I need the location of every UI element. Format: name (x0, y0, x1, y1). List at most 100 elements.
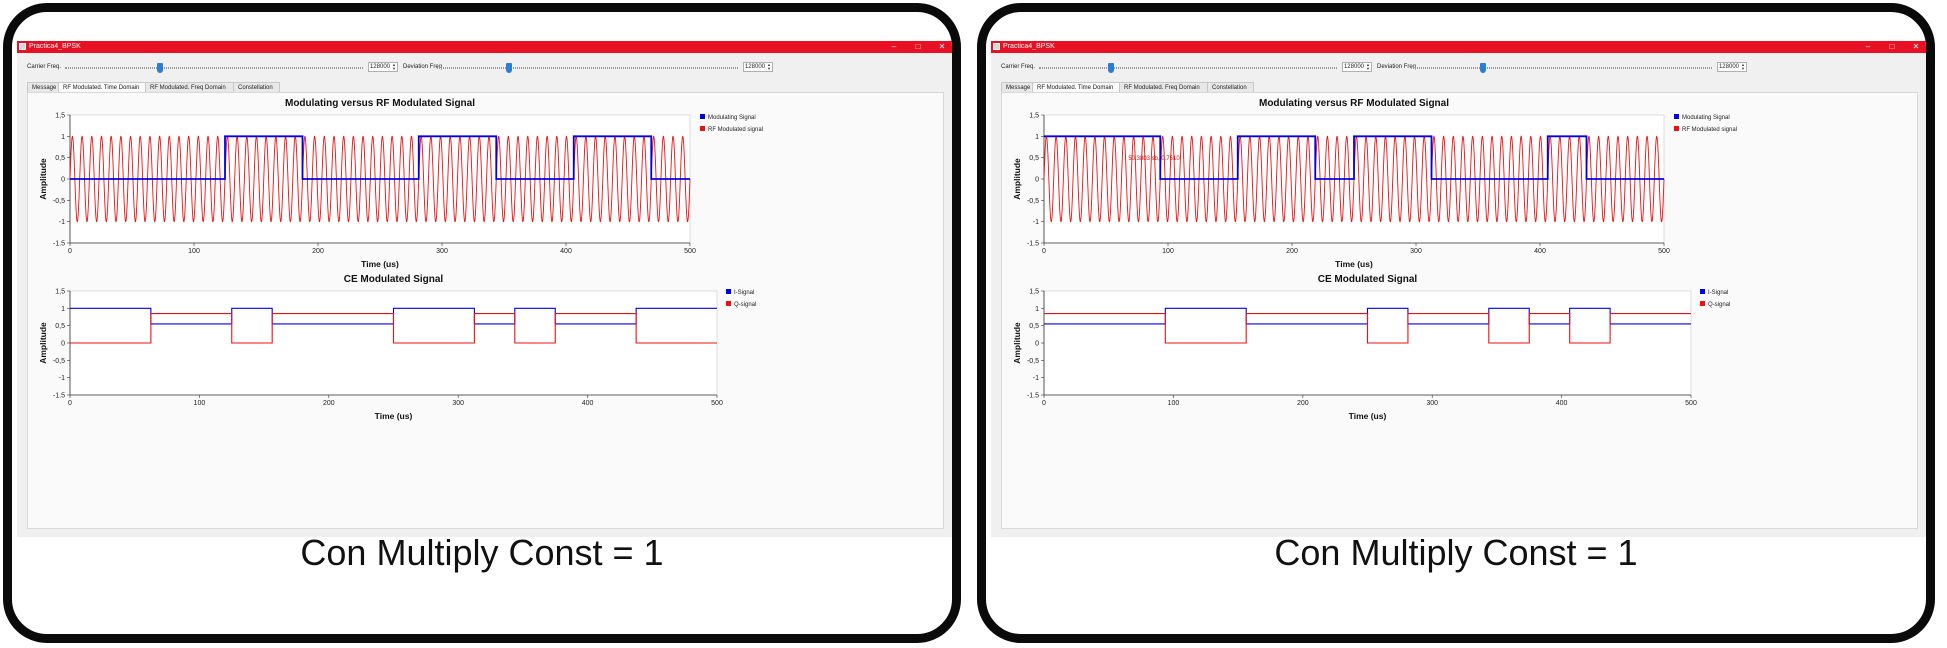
tab-content: Modulating versus RF Modulated Signal 1,5… (1001, 92, 1918, 529)
y-tick-label: 1,5 (1029, 289, 1039, 296)
controls-row: Carrier Freq. 128000 ▲ ▼ Deviation Freq 12… (991, 61, 1926, 75)
deviation-freq-spinbox[interactable]: 128000 ▲ ▼ (1717, 62, 1747, 72)
x-tick-label: 400 (560, 248, 572, 255)
x-tick-label: 300 (1410, 248, 1422, 255)
legend-swatch (1674, 126, 1679, 131)
chart-title: CE Modulated Signal (344, 274, 444, 285)
app-window: Practica4_BPSK – □ ✕ Carrier Freq. 12800… (991, 41, 1926, 537)
carrier-freq-spinbox[interactable]: 128000 ▲ ▼ (1342, 62, 1372, 72)
y-tick-label: -0,5 (53, 358, 65, 365)
panel-left: Practica4_BPSK – □ ✕ Carrier Freq. 12800… (3, 3, 961, 643)
window-title: Practica4_BPSK (1003, 43, 1055, 50)
x-tick-label: 400 (1556, 400, 1568, 407)
y-tick-label: 1,5 (55, 289, 65, 296)
spin-arrows-icon[interactable]: ▲ ▼ (767, 62, 771, 71)
carrier-freq-slider[interactable] (1039, 63, 1337, 73)
maximize-button[interactable]: □ (1889, 42, 1895, 51)
legend-swatch (1700, 289, 1705, 294)
chart-title: CE Modulated Signal (1318, 274, 1418, 285)
carrier-freq-slider[interactable] (65, 63, 363, 73)
y-tick-label: 1,5 (1029, 113, 1039, 120)
tab-content: Modulating versus RF Modulated Signal 1,5… (27, 92, 944, 529)
y-tick-label: -0,5 (1027, 198, 1039, 205)
legend-swatch (700, 114, 705, 119)
x-tick-label: 200 (1286, 248, 1298, 255)
tab-rf-time-domain[interactable]: RF Modulated. Time Domain (1032, 82, 1120, 92)
tab-message[interactable]: Message (1001, 82, 1033, 92)
y-tick-label: -1 (59, 375, 65, 382)
tab-constellation[interactable]: Constellation (233, 82, 280, 92)
carrier-freq-label: Carrier Freq. (1001, 64, 1036, 70)
controls-row: Carrier Freq. 128000 ▲ ▼ Deviation Freq 12… (17, 61, 952, 75)
caption: Con Multiply Const = 1 (1274, 532, 1638, 573)
legend-entry: RF Modulated signal (708, 127, 763, 133)
tab-rf-time-domain[interactable]: RF Modulated. Time Domain (58, 82, 146, 92)
tab-constellation[interactable]: Constellation (1207, 82, 1254, 92)
tab-rf-freq-domain[interactable]: RF Modulated. Freq Domain (1119, 82, 1208, 92)
deviation-freq-spinbox[interactable]: 128000 ▲ ▼ (743, 62, 773, 72)
close-button[interactable]: ✕ (1912, 42, 1920, 51)
spin-arrows-icon[interactable]: ▲ ▼ (1366, 62, 1370, 71)
y-axis-label: Amplitude (1012, 322, 1022, 364)
carrier-freq-value: 128000 (1343, 64, 1364, 70)
x-axis-label: Time (us) (361, 259, 399, 269)
y-tick-label: 0 (1035, 177, 1039, 184)
deviation-freq-slider-handle[interactable] (1480, 63, 1487, 73)
carrier-freq-slider-handle[interactable] (1107, 63, 1114, 73)
legend-entry: Q-signal (734, 302, 756, 308)
carrier-freq-label: Carrier Freq. (27, 64, 62, 70)
series-line-q-signal (70, 312, 717, 344)
legend-entry: I-Signal (1708, 290, 1728, 296)
y-axis-label: Amplitude (38, 158, 48, 200)
y-tick-label: 1 (61, 134, 65, 141)
title-bar: Practica4_BPSK – □ ✕ (991, 41, 1926, 53)
caption: Con Multiply Const = 1 (300, 532, 664, 573)
y-tick-label: -0,5 (53, 198, 65, 205)
y-tick-label: 0,5 (55, 323, 65, 330)
minimize-button[interactable]: – (1865, 42, 1871, 51)
y-tick-label: 0 (61, 177, 65, 184)
y-tick-label: -1.5 (53, 241, 65, 248)
y-tick-label: -1.5 (1027, 393, 1039, 400)
carrier-freq-slider-handle[interactable] (157, 63, 164, 73)
legend-swatch (726, 301, 731, 306)
chart-title: Modulating versus RF Modulated Signal (285, 98, 475, 109)
chart-title: Modulating versus RF Modulated Signal (1259, 98, 1449, 109)
x-tick-label: 500 (1658, 248, 1670, 255)
deviation-freq-value: 128000 (1718, 64, 1739, 70)
app-window: Practica4_BPSK – □ ✕ Carrier Freq. 12800… (17, 41, 952, 537)
legend-swatch (1674, 114, 1679, 119)
minimize-button[interactable]: – (891, 42, 897, 51)
title-bar: Practica4_BPSK – □ ✕ (17, 41, 952, 53)
x-tick-label: 300 (452, 400, 464, 407)
y-tick-label: -1 (59, 219, 65, 226)
y-tick-label: -1.5 (1027, 241, 1039, 248)
x-tick-label: 100 (188, 248, 200, 255)
series-line-modulating-signal (1044, 135, 1664, 180)
x-tick-label: 0 (1042, 400, 1046, 407)
deviation-freq-slider[interactable] (1411, 63, 1712, 73)
x-tick-label: 100 (194, 400, 206, 407)
spin-arrows-icon[interactable]: ▲ ▼ (392, 62, 396, 71)
tab-message[interactable]: Message (27, 82, 59, 92)
tab-rf-freq-domain[interactable]: RF Modulated. Freq Domain (145, 82, 234, 92)
legend-swatch (1700, 301, 1705, 306)
legend-entry: RF Modulated signal (1682, 127, 1737, 133)
maximize-button[interactable]: □ (915, 42, 921, 51)
y-tick-label: 1 (1035, 134, 1039, 141)
x-tick-label: 400 (582, 400, 594, 407)
close-button[interactable]: ✕ (938, 42, 946, 51)
deviation-freq-value: 128000 (744, 64, 765, 70)
deviation-freq-slider-handle[interactable] (506, 63, 513, 73)
y-axis-label: Amplitude (1012, 158, 1022, 200)
chart-0: Modulating versus RF Modulated Signal 1,5… (1012, 98, 1737, 269)
deviation-freq-label: Deviation Freq (403, 64, 443, 70)
carrier-freq-spinbox[interactable]: 128000 ▲ ▼ (368, 62, 398, 72)
deviation-freq-slider[interactable] (437, 63, 738, 73)
spin-arrows-icon[interactable]: ▲ ▼ (1741, 62, 1745, 71)
legend-entry: I-Signal (734, 290, 754, 296)
series-line-q-signal (1044, 312, 1691, 344)
app-icon (993, 43, 1000, 50)
x-tick-label: 200 (323, 400, 335, 407)
